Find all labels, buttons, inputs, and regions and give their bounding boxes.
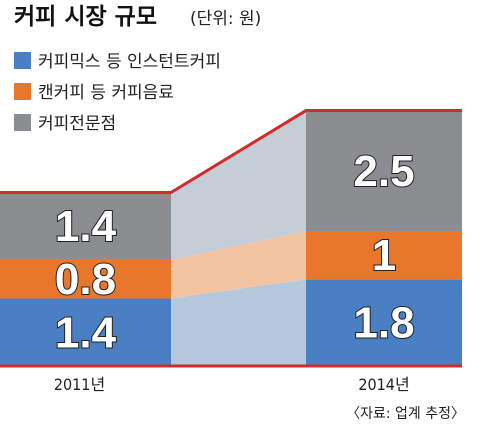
category-tick-label: 2011년 (54, 375, 105, 394)
connector-band (171, 110, 306, 260)
source-note: 〈자료: 업계 추정〉 (346, 406, 465, 422)
legend-label: 커피전문점 (38, 114, 116, 134)
connector-band (171, 279, 306, 366)
value-label: 1.4 (55, 308, 117, 357)
total-outline (0, 109, 462, 368)
bar-segment (306, 110, 462, 232)
chart-header: 커피 시장 규모 (단위: 원) (14, 4, 261, 30)
chart-title: 커피 시장 규모 (14, 4, 157, 30)
value-labels: 1.40.81.4 1.8 1 2.5 (54, 146, 416, 358)
legend-label: 커피믹스 등 인스턴트커피 (38, 52, 221, 72)
value-label: 1.4 (55, 202, 117, 251)
bar-segment (306, 279, 462, 366)
value-label: 1 (372, 231, 396, 280)
connector-band (171, 231, 306, 299)
connector-bands (171, 110, 306, 366)
bar-segment (0, 192, 171, 260)
legend-swatch (14, 114, 31, 131)
value-label: 1.8 (353, 299, 414, 348)
bar-segment (306, 231, 462, 280)
category-axis: 2011년 2014년 (54, 375, 410, 394)
legend-swatch (14, 83, 31, 100)
legend-swatch (14, 52, 31, 69)
legend-label: 캔커피 등 커피음료 (38, 83, 174, 103)
stacked-bars (0, 110, 462, 366)
bar-segment (0, 298, 171, 366)
chart-unit: (단위: 원) (190, 9, 261, 29)
value-label: 2.5 (353, 147, 414, 196)
category-tick-label: 2014년 (358, 375, 409, 394)
total-outline-line (0, 109, 462, 194)
value-label: 0.8 (55, 255, 116, 304)
bar-segment (0, 259, 171, 299)
